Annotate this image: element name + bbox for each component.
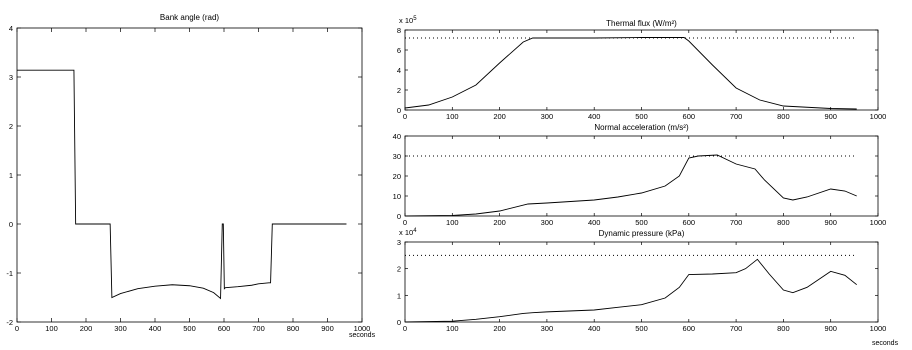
x-tick-label: 300 (541, 324, 554, 333)
x-tick-label: 800 (777, 218, 790, 227)
y-tick-label: 10 (393, 192, 401, 201)
axis-exponent-label: x 104 (399, 228, 417, 237)
chart-panel-3: Normal acceleration (m/s²)0 100 200 300 400 5… (393, 123, 887, 227)
series-line (404, 258, 857, 323)
chart-panel-4: Dynamic pressure (kPa) 0 100 200 300 400 500 60… (397, 228, 899, 347)
axis-exponent-label: x 105 (399, 16, 417, 25)
x-tick-label: 900 (321, 324, 334, 333)
plot-frame (404, 29, 879, 111)
x-tick-label: 0 (403, 324, 407, 333)
y-tick-label: 0 (397, 106, 401, 115)
x-tick-label: 100 (45, 324, 58, 333)
chart-title: Thermal flux (W/m²) (606, 19, 677, 28)
x-tick-label: 100 (446, 112, 459, 121)
x-tick-label: 400 (588, 324, 601, 333)
chart-title: Normal acceleration (m/s²) (594, 123, 689, 132)
chart-panel-1: Bank angle (rad) 0 100 200 300 400 500 600 700 80… (6, 13, 375, 339)
y-tick-label: 1 (9, 171, 13, 180)
x-tick-label: 1000 (870, 324, 887, 333)
y-tick-label: 4 (397, 66, 401, 75)
x-tick-label: 0 (403, 218, 407, 227)
y-tick-label: 3 (9, 73, 13, 82)
x-tick-label: 500 (635, 218, 648, 227)
series-line (404, 37, 857, 110)
y-tick-label: 1 (397, 291, 401, 300)
y-tick-label: 6 (397, 46, 401, 55)
chart-panel-2: Thermal flux (W/m²) 0 100 200 300 400 500 600 70… (397, 16, 887, 121)
x-tick-label: 400 (149, 324, 162, 333)
x-tick-label: 600 (683, 112, 696, 121)
x-tick-label: 300 (541, 218, 554, 227)
y-tick-label: 3 (397, 238, 401, 247)
y-tick-label: 40 (393, 132, 401, 141)
x-tick-label: 500 (635, 112, 648, 121)
x-tick-label: 400 (588, 218, 601, 227)
x-tick-label: 800 (287, 324, 300, 333)
series-line (17, 69, 347, 300)
x-tick-label: 1000 (870, 112, 887, 121)
axis-exponent: 4 (413, 228, 417, 234)
y-tick-label: -1 (6, 269, 13, 278)
x-tick-label: 600 (218, 324, 231, 333)
x-tick-label: 200 (493, 324, 506, 333)
chart-title: Bank angle (rad) (160, 13, 219, 22)
x-axis-label: seconds (872, 340, 899, 347)
x-tick-label: 700 (730, 112, 743, 121)
x-tick-label: 200 (80, 324, 93, 333)
x-tick-label: 200 (493, 218, 506, 227)
x-tick-label: 400 (588, 112, 601, 121)
x-tick-label: 300 (114, 324, 127, 333)
y-tick-label: 20 (393, 172, 401, 181)
y-tick-label: 2 (397, 86, 401, 95)
x-tick-label: 1000 (870, 218, 887, 227)
chart-title: Dynamic pressure (kPa) (599, 229, 685, 238)
x-tick-label: 100 (446, 218, 459, 227)
x-tick-label: 900 (824, 218, 837, 227)
axis-exponent: 5 (413, 16, 417, 22)
y-tick-label: -2 (6, 318, 13, 327)
x-tick-label: 800 (777, 112, 790, 121)
y-tick-label: 4 (9, 24, 13, 33)
y-tick-label: 2 (397, 265, 401, 274)
y-tick-label: 0 (397, 212, 401, 221)
x-tick-label: 700 (730, 218, 743, 227)
x-tick-label: 700 (730, 324, 743, 333)
x-tick-label: 300 (541, 112, 554, 121)
y-tick-label: 2 (9, 122, 13, 131)
plot-frame (404, 135, 879, 217)
x-tick-label: 900 (824, 324, 837, 333)
y-tick-label: 0 (9, 220, 13, 229)
series-line (404, 154, 857, 217)
x-tick-label: 0 (403, 112, 407, 121)
x-tick-label: 600 (683, 324, 696, 333)
x-axis-label: seconds (349, 332, 376, 339)
y-tick-label: 30 (393, 152, 401, 161)
x-tick-label: 500 (183, 324, 196, 333)
x-tick-label: 1000 (354, 324, 371, 333)
x-tick-label: 0 (15, 324, 19, 333)
x-tick-label: 600 (683, 218, 696, 227)
plot-frame (16, 27, 363, 323)
y-tick-label: 8 (397, 26, 401, 35)
x-tick-label: 500 (635, 324, 648, 333)
x-tick-label: 700 (252, 324, 265, 333)
x-tick-label: 800 (777, 324, 790, 333)
plot-frame (404, 241, 879, 323)
y-tick-label: 0 (397, 318, 401, 327)
x-tick-label: 900 (824, 112, 837, 121)
x-tick-label: 200 (493, 112, 506, 121)
x-tick-label: 100 (446, 324, 459, 333)
